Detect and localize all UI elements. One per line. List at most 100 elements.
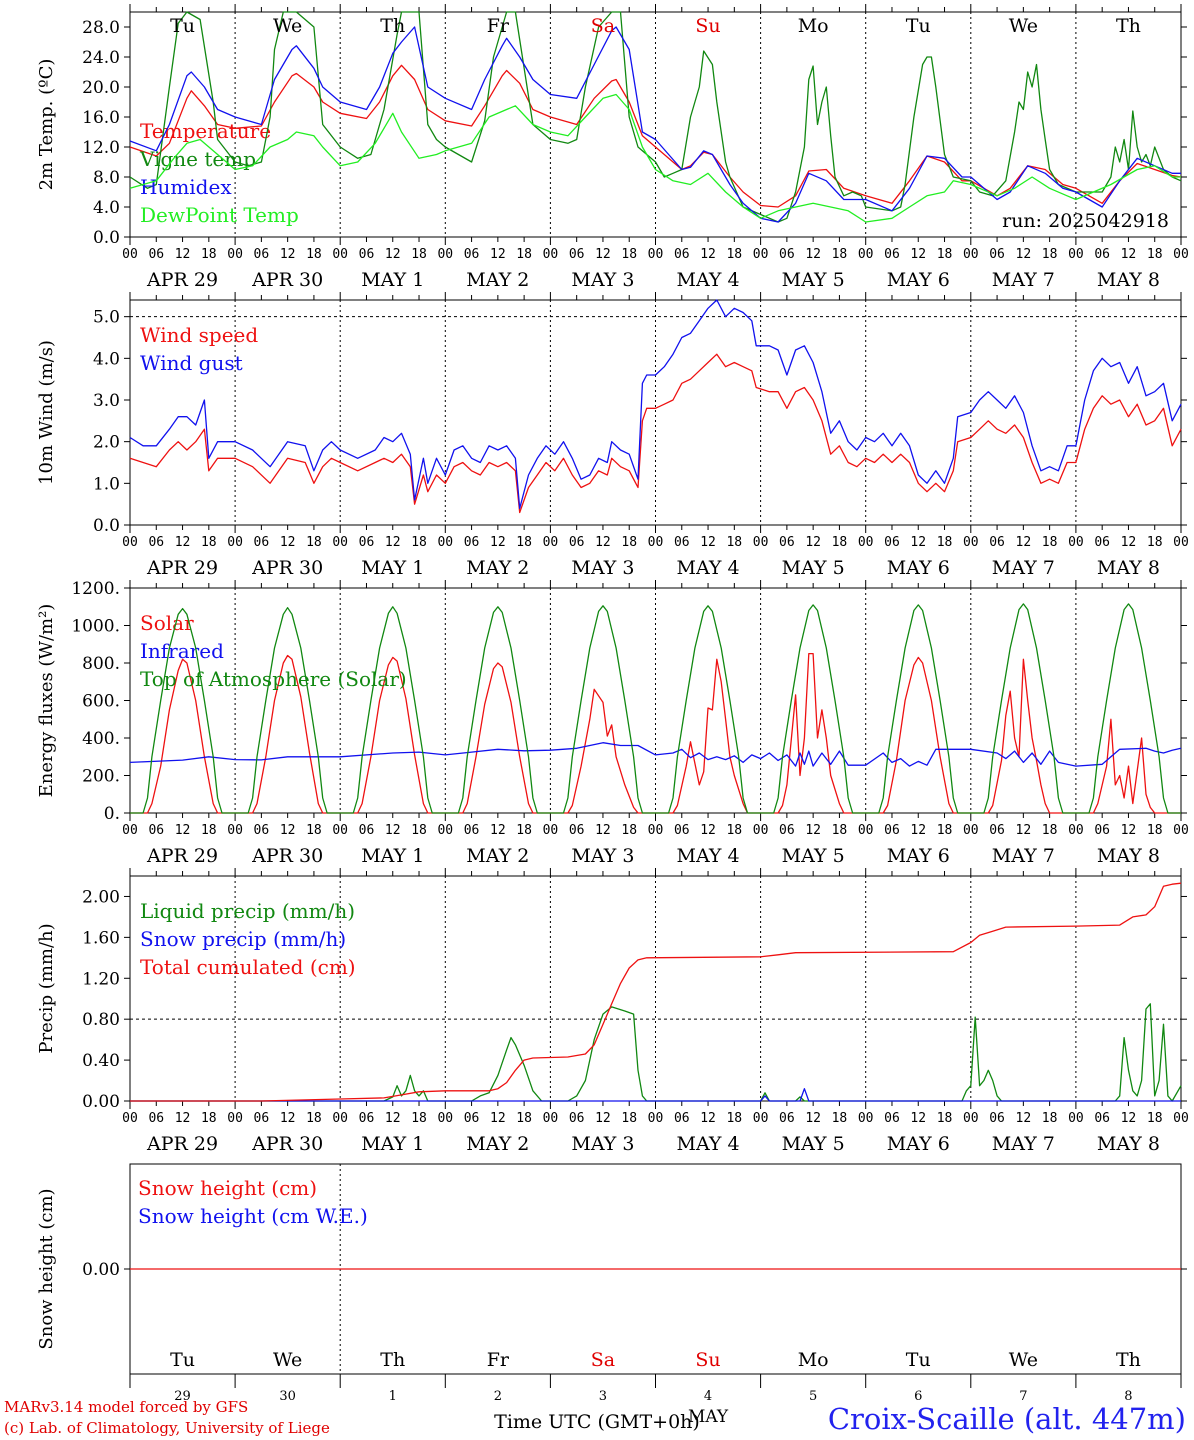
hour-tick-label: 00	[122, 823, 138, 838]
hour-tick-label: 12	[490, 247, 506, 262]
date-label: MAY 2	[466, 557, 529, 579]
y-tick-label: 600.	[82, 692, 120, 712]
y-tick-label: 16.0	[82, 108, 120, 128]
y-tick-label: 3.0	[93, 391, 120, 411]
hour-tick-label: 06	[884, 1111, 900, 1126]
hour-tick-label: 12	[280, 823, 296, 838]
hour-tick-label: 18	[1147, 247, 1163, 262]
bottom-day-number: 8	[1124, 1389, 1132, 1404]
hour-tick-label: 00	[753, 535, 769, 550]
hour-tick-label: 00	[648, 247, 664, 262]
hour-tick-label: 18	[411, 247, 427, 262]
date-label: MAY 5	[782, 845, 845, 867]
bottom-day-number: 5	[809, 1389, 817, 1404]
y-tick-label: 0.00	[82, 1260, 120, 1280]
series-line	[129, 299, 1182, 509]
hour-tick-label: 06	[674, 535, 690, 550]
lab-credit: (c) Lab. of Climatology, University of L…	[4, 1419, 330, 1437]
hour-tick-label: 18	[937, 247, 953, 262]
bottom-weekday-label: Tu	[906, 1349, 931, 1371]
hour-tick-label: 06	[779, 823, 795, 838]
hour-tick-label: 00	[543, 535, 559, 550]
y-axis-label: 10m Wind (m/s)	[36, 340, 57, 485]
hour-tick-label: 18	[937, 823, 953, 838]
hour-tick-label: 18	[832, 823, 848, 838]
hour-tick-label: 00	[1173, 247, 1189, 262]
hour-tick-label: 06	[674, 247, 690, 262]
hour-tick-label: 06	[989, 535, 1005, 550]
date-label: MAY 7	[992, 1133, 1055, 1155]
date-label: MAY 4	[677, 1133, 740, 1155]
legend-entry: Solar	[140, 611, 194, 635]
date-label: MAY 6	[887, 845, 950, 867]
weekday-label: We	[1009, 15, 1038, 37]
hour-tick-label: 18	[1147, 823, 1163, 838]
hour-tick-label: 12	[280, 535, 296, 550]
bottom-day-number: 29	[174, 1389, 191, 1404]
hour-tick-label: 18	[726, 247, 742, 262]
hour-tick-label: 00	[963, 247, 979, 262]
date-label: MAY 4	[677, 845, 740, 867]
series-line	[130, 603, 1181, 814]
hour-tick-label: 06	[359, 247, 375, 262]
weekday-label: Tu	[170, 15, 195, 37]
date-label: MAY 1	[361, 557, 424, 579]
hour-tick-label: 06	[464, 535, 480, 550]
hour-tick-label: 06	[359, 1111, 375, 1126]
hour-tick-label: 00	[1173, 823, 1189, 838]
series-line	[129, 64, 1182, 208]
hour-tick-label: 18	[621, 823, 637, 838]
y-axis-label: Snow height (cm)	[36, 1188, 57, 1349]
date-label: MAY 2	[466, 1133, 529, 1155]
hour-tick-label: 06	[254, 823, 270, 838]
bottom-day-number: 7	[1019, 1389, 1027, 1404]
hour-tick-label: 00	[858, 1111, 874, 1126]
series-line	[129, 26, 1181, 223]
legend-entry: Vigne temp	[139, 147, 256, 171]
date-label: MAY 4	[677, 557, 740, 579]
date-label: MAY 4	[677, 269, 740, 291]
hour-tick-label: 00	[858, 247, 874, 262]
date-label: MAY 8	[1097, 557, 1160, 579]
date-label: MAY 5	[782, 557, 845, 579]
hour-tick-label: 06	[1094, 1111, 1110, 1126]
hour-tick-label: 18	[411, 823, 427, 838]
date-label: APR 30	[251, 557, 323, 579]
hour-tick-label: 06	[884, 247, 900, 262]
bottom-month-label: MAY	[688, 1407, 729, 1427]
hour-tick-label: 06	[779, 535, 795, 550]
hour-tick-label: 12	[910, 535, 926, 550]
hour-tick-label: 18	[1042, 823, 1058, 838]
date-label: MAY 6	[887, 1133, 950, 1155]
hour-tick-label: 18	[726, 1111, 742, 1126]
hour-tick-label: 18	[832, 535, 848, 550]
legend-entry: Total cumulated (cm)	[140, 955, 356, 979]
hour-tick-label: 12	[175, 823, 191, 838]
date-label: MAY 1	[361, 845, 424, 867]
hour-tick-label: 00	[1068, 823, 1084, 838]
hour-tick-label: 00	[963, 1111, 979, 1126]
legend-entry: Humidex	[140, 175, 232, 199]
hour-tick-label: 18	[306, 535, 322, 550]
bottom-weekday-label: Sa	[591, 1349, 615, 1371]
hour-tick-label: 00	[648, 823, 664, 838]
hour-tick-label: 00	[437, 823, 453, 838]
hour-tick-label: 18	[516, 1111, 532, 1126]
hour-tick-label: 18	[516, 535, 532, 550]
hour-tick-label: 12	[280, 1111, 296, 1126]
weekday-label: Th	[380, 15, 405, 37]
hour-tick-label: 12	[1121, 1111, 1137, 1126]
hour-tick-label: 06	[884, 823, 900, 838]
hour-tick-label: 00	[963, 535, 979, 550]
y-tick-label: 800.	[82, 654, 120, 674]
hour-tick-label: 06	[148, 1111, 164, 1126]
hour-tick-label: 06	[989, 247, 1005, 262]
weekday-label: Th	[1116, 15, 1141, 37]
bottom-day-number: 6	[914, 1389, 922, 1404]
date-label: MAY 1	[361, 269, 424, 291]
y-tick-label: 400.	[82, 729, 120, 749]
hour-tick-label: 06	[148, 823, 164, 838]
hour-tick-label: 06	[464, 1111, 480, 1126]
bottom-weekday-label: We	[1009, 1349, 1038, 1371]
date-label: MAY 7	[992, 845, 1055, 867]
